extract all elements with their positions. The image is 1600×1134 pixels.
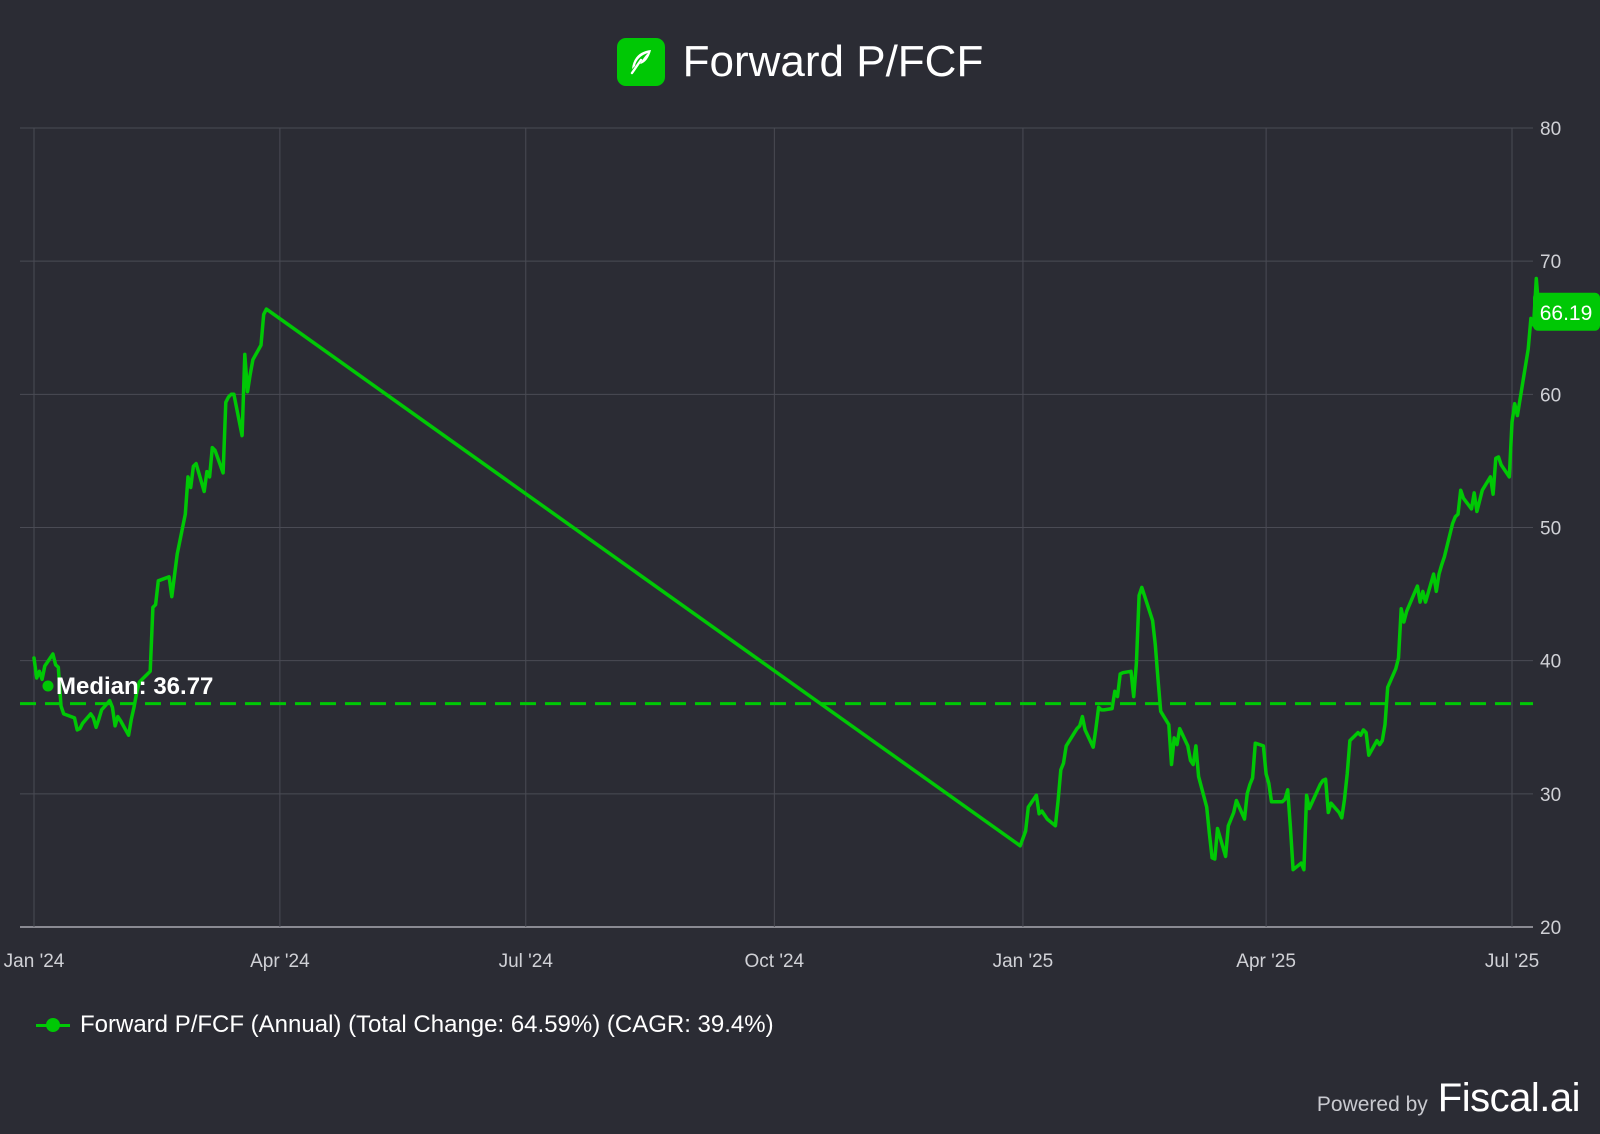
y-tick-label: 50 xyxy=(1540,519,1561,540)
legend-marker xyxy=(36,1018,70,1032)
y-tick-label: 30 xyxy=(1540,785,1561,806)
last-value-label: 66.19 xyxy=(1540,302,1593,325)
median-label: Median: 36.77 xyxy=(56,673,213,700)
chart-header: Forward P/FCF xyxy=(0,34,1600,90)
x-tick-label: Oct '24 xyxy=(745,951,805,972)
y-tick-label: 60 xyxy=(1540,385,1561,406)
x-tick-label: Apr '24 xyxy=(250,951,310,972)
x-tick-label: Apr '25 xyxy=(1236,951,1296,972)
y-tick-label: 20 xyxy=(1540,918,1561,939)
x-tick-label: Jul '25 xyxy=(1485,951,1539,972)
chart-legend[interactable]: Forward P/FCF (Annual) (Total Change: 64… xyxy=(36,1008,774,1042)
x-tick-label: Jan '25 xyxy=(993,951,1054,972)
series-line xyxy=(32,276,1541,872)
brand-name: Fiscal.ai xyxy=(1437,1076,1581,1120)
powered-by-text: Powered by xyxy=(1316,1093,1428,1116)
branding: Powered by Fiscal.ai xyxy=(1316,1076,1581,1126)
y-tick-label: 70 xyxy=(1540,252,1561,273)
x-tick-label: Jan '24 xyxy=(4,951,65,972)
median-marker xyxy=(42,680,54,692)
x-tick-label: Jul '24 xyxy=(499,951,554,972)
y-tick-label: 40 xyxy=(1540,652,1561,673)
legend-label: Forward P/FCF (Annual) (Total Change: 64… xyxy=(80,1011,774,1038)
last-value-badge xyxy=(1533,292,1600,331)
chart-title: Forward P/FCF xyxy=(682,37,984,86)
y-tick-label: 80 xyxy=(1540,119,1561,140)
feather-icon xyxy=(616,38,665,86)
